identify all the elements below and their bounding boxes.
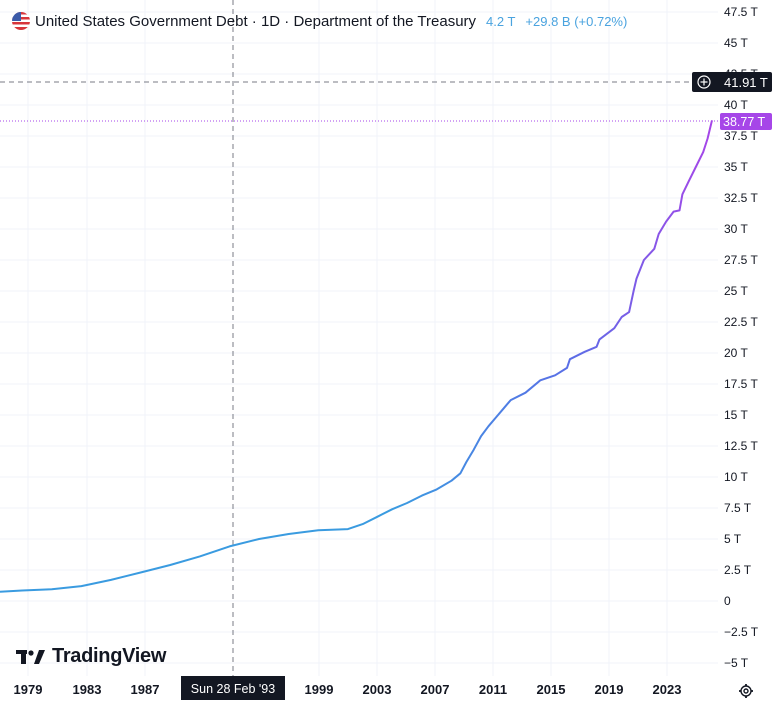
x-tick-label: 2011 [479,682,507,697]
x-axis[interactable]: 1979 1983 1987 1999 2003 2007 2011 2015 2019 2023 [14,682,682,697]
y-tick-label: 37.5 T [724,129,758,143]
y-tick-label: 35 T [724,160,748,174]
add-alert-icon[interactable] [697,75,711,89]
y-tick-label: 47.5 T [724,5,758,19]
tradingview-logo-icon [16,649,45,664]
crosshair-date-label: Sun 28 Feb '93 [191,682,275,696]
x-tick-label: 2019 [595,682,624,697]
y-tick-label: 5 T [724,532,742,546]
last-price-label: 38.77 T [723,115,766,129]
brand-name: TradingView [52,645,167,667]
y-tick-label: 27.5 T [724,253,758,267]
us-flag-icon [12,12,30,30]
y-tick-label: 12.5 T [724,439,758,453]
chart-header: United States Government Debt · 1D · Dep… [12,10,627,32]
y-axis[interactable]: 47.5 T45 T42.5 T40 T37.5 T35 T32.5 T30 T… [724,5,759,670]
crosshair-price-tag[interactable]: 41.91 T [692,72,772,92]
last-price-tag: 38.77 T [720,113,772,130]
grid-lines [0,0,718,676]
last-value: 4.2 T [486,13,516,29]
crosshair-price-label: 41.91 T [724,75,768,90]
y-tick-label: −2.5 T [724,625,759,639]
x-tick-label: 1999 [305,682,334,697]
y-tick-label: 32.5 T [724,191,758,205]
y-tick-label: 10 T [724,470,748,484]
y-tick-label: 45 T [724,36,748,50]
y-tick-label: −5 T [724,656,749,670]
x-tick-label: 2003 [363,682,392,697]
y-tick-label: 25 T [724,284,748,298]
y-tick-label: 0 [724,594,731,608]
debt-series-line [0,120,713,593]
y-tick-label: 30 T [724,222,748,236]
y-tick-label: 2.5 T [724,563,752,577]
y-tick-label: 17.5 T [724,377,758,391]
y-tick-label: 7.5 T [724,501,752,515]
tradingview-logo[interactable]: TradingView [16,645,166,668]
x-tick-label: 1987 [131,682,160,697]
y-tick-label: 15 T [724,408,748,422]
x-tick-label: 1983 [73,682,102,697]
value-change: +29.8 B (+0.72%) [525,13,628,29]
y-tick-label: 22.5 T [724,315,758,329]
x-tick-label: 2023 [653,682,682,697]
settings-gear-icon[interactable] [738,683,754,699]
symbol-title[interactable]: United States Government Debt · 1D · Dep… [35,12,477,30]
y-tick-label: 20 T [724,346,748,360]
crosshair-date-tag: Sun 28 Feb '93 [181,676,285,700]
y-tick-label: 40 T [724,98,748,112]
x-tick-label: 1979 [14,682,43,697]
x-tick-label: 2015 [537,682,566,697]
x-tick-label: 2007 [421,682,450,697]
